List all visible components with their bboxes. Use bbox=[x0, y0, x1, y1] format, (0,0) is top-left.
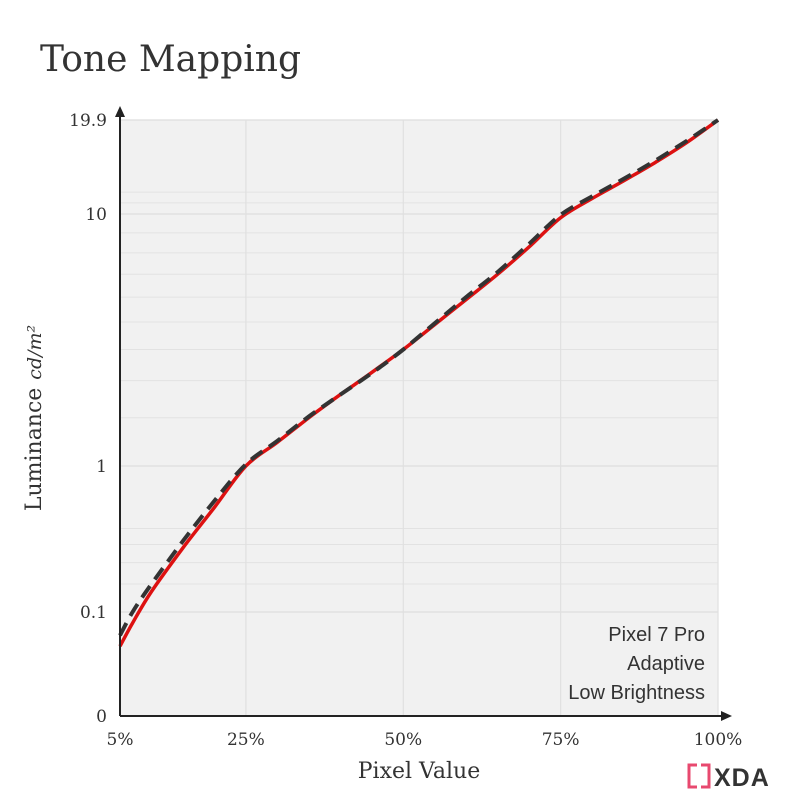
y-axis-label-text: Luminance bbox=[22, 388, 47, 511]
y-tick-label: 10 bbox=[85, 205, 107, 225]
y-tick-label: 0.1 bbox=[80, 603, 107, 623]
y-tick-label: 1 bbox=[96, 457, 107, 477]
x-axis-label: Pixel Value bbox=[358, 759, 481, 784]
y-axis-label: Luminance cd/m² bbox=[22, 325, 47, 511]
y-tick-labels: 0 0.1 1 10 19.9 bbox=[69, 111, 107, 727]
y-axis-label-unit: cd/m² bbox=[24, 325, 46, 380]
x-tick-labels: 5% 25% 50% 75% 100% bbox=[107, 730, 743, 750]
y-tick-label: 19.9 bbox=[69, 111, 107, 131]
x-tick-label: 5% bbox=[107, 730, 134, 750]
device-annotation: Pixel 7 Pro Adaptive Low Brightness bbox=[568, 624, 705, 704]
y-axis-arrow bbox=[115, 106, 125, 117]
annotation-line-2: Adaptive bbox=[627, 653, 705, 675]
annotation-line-1: Pixel 7 Pro bbox=[608, 624, 705, 646]
series-layer bbox=[118, 118, 720, 648]
x-tick-label: 25% bbox=[227, 730, 265, 750]
y-tick-label: 0 bbox=[96, 707, 107, 727]
xda-bracket-icon bbox=[687, 763, 711, 789]
x-axis-arrow bbox=[721, 711, 732, 721]
axes bbox=[115, 106, 732, 721]
minor-gridlines bbox=[120, 191, 718, 585]
annotation-line-3: Low Brightness bbox=[568, 682, 705, 704]
xda-logo: XDA bbox=[687, 763, 770, 792]
x-tick-label: 50% bbox=[384, 730, 422, 750]
x-tick-label: 75% bbox=[542, 730, 580, 750]
svg-text:Luminancecd/m²: Luminance cd/m² bbox=[22, 325, 47, 511]
xda-logo-text: XDA bbox=[714, 764, 770, 792]
chart-title: Tone Mapping bbox=[40, 39, 301, 80]
dashed-series-line bbox=[118, 118, 720, 637]
x-tick-label: 100% bbox=[694, 730, 743, 750]
